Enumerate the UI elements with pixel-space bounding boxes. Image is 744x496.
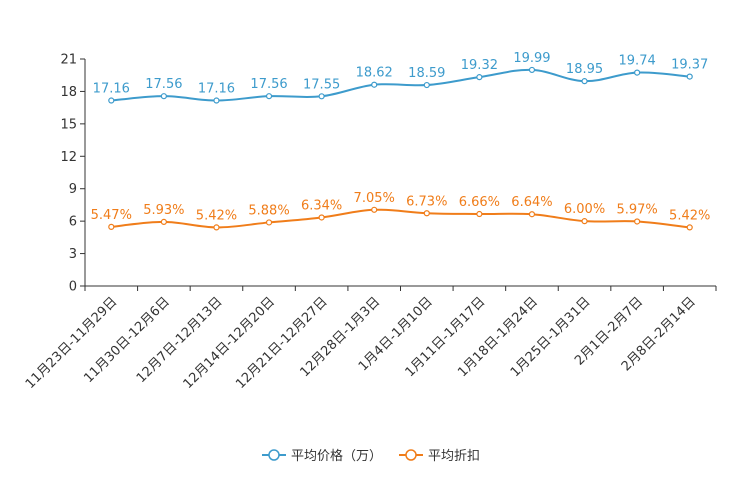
data-point[interactable] xyxy=(371,206,378,213)
data-point[interactable] xyxy=(108,97,115,104)
data-point[interactable] xyxy=(581,78,588,85)
data-point[interactable] xyxy=(528,211,536,218)
data-label: 5.42% xyxy=(196,208,237,223)
data-label: 19.74 xyxy=(619,54,656,69)
data-point[interactable] xyxy=(160,218,167,225)
chart-legend[interactable]: 平均价格（万） 平均折扣 xyxy=(262,448,480,464)
data-label: 5.88% xyxy=(248,203,289,218)
data-point[interactable] xyxy=(581,218,588,225)
x-tick-label: 12月14日-12月20日 xyxy=(181,294,278,391)
x-tick-label: 11月23日-11月29日 xyxy=(23,294,120,391)
data-label: 6.64% xyxy=(511,195,552,210)
data-point[interactable] xyxy=(423,210,430,217)
data-label: 5.47% xyxy=(91,208,132,223)
y-tick-label: 0 xyxy=(69,280,77,295)
data-point[interactable] xyxy=(686,224,693,231)
data-label: 6.66% xyxy=(459,195,500,210)
data-label: 18.95 xyxy=(566,62,603,77)
series-line xyxy=(111,68,690,102)
y-tick-label: 3 xyxy=(69,247,77,262)
data-label: 17.16 xyxy=(93,82,130,97)
data-point[interactable] xyxy=(634,218,641,225)
series-1: 5.47% 5.93% 5.42% 5.88% 6.34% 7.05% 6.73% 6.66%… xyxy=(91,191,710,231)
x-tick-label: 12月21日-12月27日 xyxy=(233,294,330,391)
legend-marker-icon xyxy=(268,449,280,461)
y-tick-label: 21 xyxy=(60,53,77,68)
data-point[interactable] xyxy=(108,223,115,230)
y-tick-label: 6 xyxy=(69,215,77,230)
data-label: 19.37 xyxy=(671,58,708,73)
data-point[interactable] xyxy=(634,69,641,76)
data-label: 17.16 xyxy=(198,82,235,97)
legend-label: 平均价格（万） xyxy=(291,448,382,464)
data-label: 5.97% xyxy=(616,202,657,217)
series-line xyxy=(111,208,690,229)
data-point[interactable] xyxy=(686,73,693,80)
y-tick-label: 18 xyxy=(60,85,77,100)
data-label: 18.59 xyxy=(408,66,445,81)
data-point[interactable] xyxy=(318,93,325,100)
data-point[interactable] xyxy=(528,66,536,74)
data-point[interactable] xyxy=(265,219,273,226)
data-label: 17.56 xyxy=(145,77,182,92)
data-label: 17.55 xyxy=(303,77,340,92)
data-point[interactable] xyxy=(423,81,430,89)
legend-item-1[interactable]: 平均折扣 xyxy=(399,449,480,464)
data-point[interactable] xyxy=(371,81,378,88)
chart-series: 17.16 17.56 17.16 17.56 17.55 18.62 18.59 19.32… xyxy=(91,51,710,231)
data-point[interactable] xyxy=(476,74,483,81)
data-point[interactable] xyxy=(213,224,220,231)
data-point[interactable] xyxy=(476,210,483,218)
legend-item-0[interactable]: 平均价格（万） xyxy=(262,448,382,464)
y-tick-label: 12 xyxy=(60,150,77,165)
series-0: 17.16 17.56 17.16 17.56 17.55 18.62 18.59 19.32… xyxy=(93,51,708,104)
legend-label: 平均折扣 xyxy=(428,449,480,464)
data-point[interactable] xyxy=(160,93,167,100)
y-tick-label: 9 xyxy=(69,182,77,197)
data-label: 6.34% xyxy=(301,198,342,213)
data-label: 5.93% xyxy=(143,203,184,218)
data-point[interactable] xyxy=(213,97,220,104)
data-label: 19.32 xyxy=(461,58,498,73)
legend-marker-icon xyxy=(405,449,417,461)
data-label: 17.56 xyxy=(250,77,287,92)
data-point[interactable] xyxy=(265,93,273,100)
y-tick-label: 15 xyxy=(60,117,77,132)
data-label: 6.00% xyxy=(564,202,605,217)
data-label: 5.42% xyxy=(669,208,710,223)
data-label: 19.99 xyxy=(513,51,550,66)
data-point[interactable] xyxy=(318,214,325,221)
data-label: 6.73% xyxy=(406,194,447,209)
data-label: 18.62 xyxy=(356,66,393,81)
data-label: 7.05% xyxy=(354,191,395,206)
